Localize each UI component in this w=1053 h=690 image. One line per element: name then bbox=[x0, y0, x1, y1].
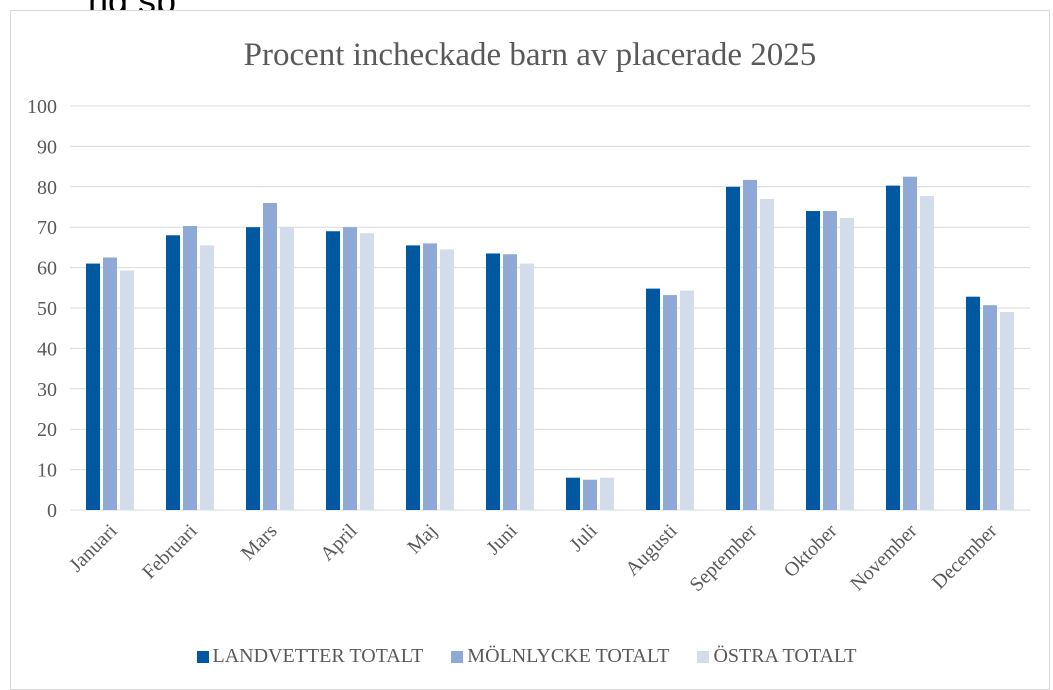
x-tick-label: Januari bbox=[65, 520, 122, 577]
bar bbox=[406, 245, 420, 510]
bar bbox=[760, 198, 774, 511]
bar bbox=[726, 186, 740, 511]
bar bbox=[583, 479, 597, 510]
y-tick-label: 0 bbox=[47, 500, 57, 522]
bar bbox=[503, 254, 517, 510]
bar bbox=[166, 235, 180, 510]
chart-title: Procent incheckade barn av placerade 202… bbox=[244, 37, 817, 73]
x-tick-label: Februari bbox=[138, 520, 202, 584]
page-heading-fragment: ng sp bbox=[88, 0, 176, 10]
x-tick-label: Juli bbox=[566, 520, 602, 556]
x-tick-labels: Januari Februari Mars April Maj Juni Juli Augus… bbox=[65, 520, 1002, 596]
y-tick-label: 60 bbox=[37, 258, 57, 280]
legend-item-ostra: ÖSTRA TOTALT bbox=[697, 645, 857, 668]
gridlines bbox=[70, 105, 1030, 511]
bar bbox=[1000, 312, 1014, 510]
y-tick-label: 10 bbox=[37, 460, 57, 482]
bar bbox=[423, 243, 437, 511]
bar bbox=[200, 245, 214, 510]
bar bbox=[823, 211, 837, 511]
x-tick-label: April bbox=[316, 520, 362, 566]
bar bbox=[86, 263, 100, 510]
bar bbox=[903, 176, 917, 510]
legend-item-landvetter: LANDVETTER TOTALT bbox=[196, 645, 424, 668]
bar bbox=[486, 253, 500, 510]
bar bbox=[360, 233, 374, 510]
legend: LANDVETTER TOTALT MÖLNLYCKE TOTALT ÖSTRA… bbox=[0, 645, 1053, 668]
x-tick-label: Juni bbox=[482, 520, 521, 559]
y-tick-label: 40 bbox=[37, 338, 57, 360]
x-tick-label: December bbox=[928, 520, 1002, 594]
y-tick-label: 90 bbox=[37, 136, 57, 158]
x-tick-label: Augusti bbox=[621, 520, 682, 581]
bar bbox=[600, 477, 614, 510]
legend-swatch-molnlycke bbox=[451, 650, 464, 663]
bar bbox=[886, 185, 900, 510]
bar bbox=[663, 295, 677, 510]
bar bbox=[326, 231, 340, 511]
bar bbox=[246, 227, 260, 510]
bar bbox=[520, 263, 534, 510]
legend-label-molnlycke: MÖLNLYCKE TOTALT bbox=[467, 645, 670, 667]
bar bbox=[183, 225, 197, 510]
bar bbox=[920, 196, 934, 511]
bar bbox=[280, 227, 294, 510]
legend-item-molnlycke: MÖLNLYCKE TOTALT bbox=[451, 645, 669, 668]
bar bbox=[566, 477, 580, 510]
bars bbox=[86, 176, 1014, 511]
bar bbox=[840, 217, 854, 510]
x-tick-label: November bbox=[846, 520, 921, 595]
x-tick-label: Oktober bbox=[780, 520, 842, 582]
y-tick-label: 20 bbox=[37, 419, 57, 441]
bar bbox=[120, 270, 134, 510]
bar bbox=[440, 249, 454, 511]
bar bbox=[966, 296, 980, 510]
bar bbox=[343, 227, 357, 510]
y-tick-labels: 0 10 20 30 40 50 60 70 80 90 100 bbox=[27, 96, 57, 522]
x-tick-label: Maj bbox=[403, 520, 441, 558]
bar bbox=[646, 288, 660, 510]
legend-label-ostra: ÖSTRA TOTALT bbox=[713, 645, 857, 667]
legend-swatch-ostra bbox=[697, 650, 710, 663]
y-tick-label: 50 bbox=[37, 298, 57, 320]
y-tick-label: 70 bbox=[37, 217, 57, 239]
x-tick-label: Mars bbox=[237, 520, 282, 565]
bar bbox=[743, 179, 757, 510]
y-tick-label: 80 bbox=[37, 177, 57, 199]
bar bbox=[983, 305, 997, 510]
bar bbox=[680, 290, 694, 510]
bar bbox=[103, 257, 117, 510]
x-tick-label: September bbox=[685, 520, 761, 596]
legend-label-landvetter: LANDVETTER TOTALT bbox=[212, 645, 424, 667]
bar bbox=[806, 211, 820, 511]
y-tick-label: 30 bbox=[37, 379, 57, 401]
y-tick-label: 100 bbox=[27, 96, 57, 118]
bar bbox=[263, 202, 277, 510]
legend-swatch-landvetter bbox=[196, 650, 209, 663]
